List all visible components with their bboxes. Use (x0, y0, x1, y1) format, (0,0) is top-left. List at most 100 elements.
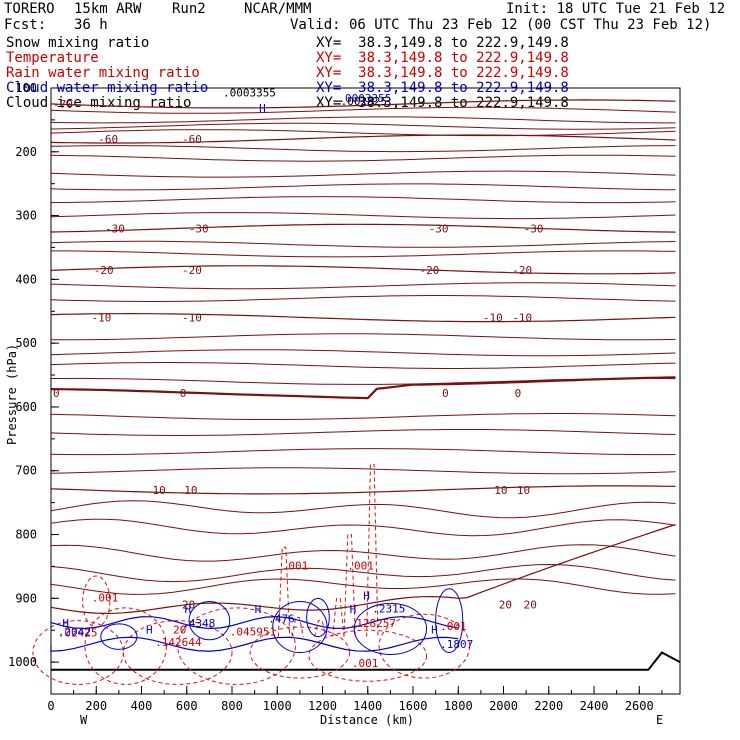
x-tick-label: 2200 (534, 699, 563, 713)
isotherm-label: -10 (483, 312, 503, 325)
rain-contour (32, 620, 124, 685)
isotherm-line (50, 106, 676, 114)
isotherm-label: -30 (105, 222, 125, 235)
cloud-water-label: .2042 (58, 625, 91, 638)
isotherm-line (50, 122, 676, 130)
isotherm-label: -10 (182, 312, 202, 325)
y-tick-label: 600 (15, 400, 37, 414)
cloud-water-label: .476 (268, 613, 295, 626)
cloud-ice-label: .0003355 (338, 92, 391, 105)
isotherm-label: -70 (53, 98, 73, 111)
y-tick-label: 800 (15, 528, 37, 542)
x-axis-label: Distance (km) (320, 713, 414, 727)
isotherm-line (50, 145, 676, 153)
isotherm-line (50, 544, 676, 562)
x-tick-label: 400 (131, 699, 153, 713)
isotherm-label: 0 (442, 387, 449, 400)
y-tick-label: 300 (15, 209, 37, 223)
rain-plume (291, 616, 304, 637)
cloud-water-cell (353, 602, 428, 655)
isotherm-label: 20 (499, 599, 512, 612)
init-time: Init: 18 UTC Tue 21 Feb 12 (506, 1, 726, 17)
rain-plume (343, 534, 356, 637)
rain-label: .045951 (230, 625, 276, 638)
cloud-water-cell (272, 601, 328, 654)
snow-label: .002325 (341, 95, 387, 108)
y-tick-label: 900 (15, 591, 37, 605)
rain-label: .128257 (350, 617, 396, 630)
x-tick-label: 1000 (263, 699, 292, 713)
cloud-ice-label: H (184, 603, 191, 616)
isotherm-label: 0 (53, 387, 60, 400)
isotherm-line (50, 467, 676, 475)
isotherm-line (50, 196, 676, 204)
isotherm-label: -20 (182, 264, 202, 277)
isotherm-label: 10 (153, 484, 166, 497)
isotherm-line (51, 333, 676, 341)
isotherm-line (50, 129, 676, 137)
rain-plume (314, 620, 327, 637)
cloud-ice-label: H (255, 603, 262, 616)
isotherm-label: -20 (420, 264, 440, 277)
terrain-line (51, 651, 681, 671)
y-tick-label: 500 (15, 336, 37, 350)
isotherm-label: -30 (524, 222, 544, 235)
field-xy-rain: XY= 38.3,149.8 to 222.9,149.8 (316, 65, 569, 81)
rain-contour (84, 607, 167, 685)
snow-label: .0003355 (223, 86, 276, 99)
isotherm-line (50, 578, 676, 595)
run-label: Run2 (172, 1, 206, 17)
x-tick-label: 600 (176, 699, 198, 713)
cloud-water-label: .4348 (182, 617, 215, 630)
isotherm-label: 10 (494, 484, 507, 497)
isotherm--10 (50, 312, 676, 323)
x-tick-label: 2600 (625, 699, 654, 713)
x-tick-label: 200 (85, 699, 107, 713)
field-xy-cloud-ice: XY= 38.3,149.8 to 222.9,149.8 (316, 95, 569, 111)
cloud-water-cell (435, 588, 464, 654)
rain-contour (177, 607, 296, 685)
rain-contour (378, 613, 471, 679)
cloud-ice-label: H (259, 102, 266, 115)
isotherm--60 (50, 134, 676, 144)
plot-frame (50, 87, 681, 695)
isotherm-20 (50, 523, 676, 615)
isotherm-label: -30 (189, 222, 209, 235)
fcst-label: Fcst: (4, 17, 47, 33)
cloud-water-contour (50, 636, 459, 652)
rain-label: .001 (440, 620, 467, 633)
rain-label: .001 (347, 560, 374, 573)
y-tick-label: 400 (15, 272, 37, 286)
isotherm-line (50, 212, 676, 220)
isotherm-label: -10 (91, 312, 111, 325)
model-name: TORERO (4, 1, 55, 17)
rain-contour (308, 629, 428, 682)
isotherm-label: 10 (517, 484, 530, 497)
isotherm-label: 0 (515, 387, 522, 400)
field-name-snow: Snow mixing ratio (6, 35, 150, 51)
y-axis-label: Pressure (hPa) (5, 344, 19, 445)
rain-label: .001 (282, 560, 309, 573)
y-tick-label: 1000 (8, 655, 37, 669)
fcst-value: 36 h (74, 17, 108, 33)
isotherm-line (50, 518, 676, 537)
cloud-water-cell (100, 623, 138, 650)
x-tick-label: 2400 (580, 699, 609, 713)
cloud-water-contour (50, 615, 459, 630)
isotherm-0 (50, 376, 676, 400)
valid-time: Valid: 06 UTC Thu 23 Feb 12 (00 CST Thu … (290, 17, 712, 33)
isotherm-10 (50, 485, 676, 495)
isotherm-line (50, 413, 676, 420)
x-tick-label: 800 (221, 699, 243, 713)
y-tick-label-top: 100 (15, 81, 37, 95)
cloud-ice-label: H (431, 623, 438, 636)
resolution-label: 15km ARW (74, 1, 142, 17)
org-label: NCAR/MMM (244, 1, 312, 17)
rain-plume (332, 597, 345, 637)
field-name-rain: Rain water mixing ratio (6, 65, 200, 81)
isotherm--70 (50, 99, 676, 109)
rain-label: .142644 (155, 636, 202, 649)
isotherm-label: -60 (98, 133, 118, 146)
isotherm-label: -60 (182, 133, 202, 146)
